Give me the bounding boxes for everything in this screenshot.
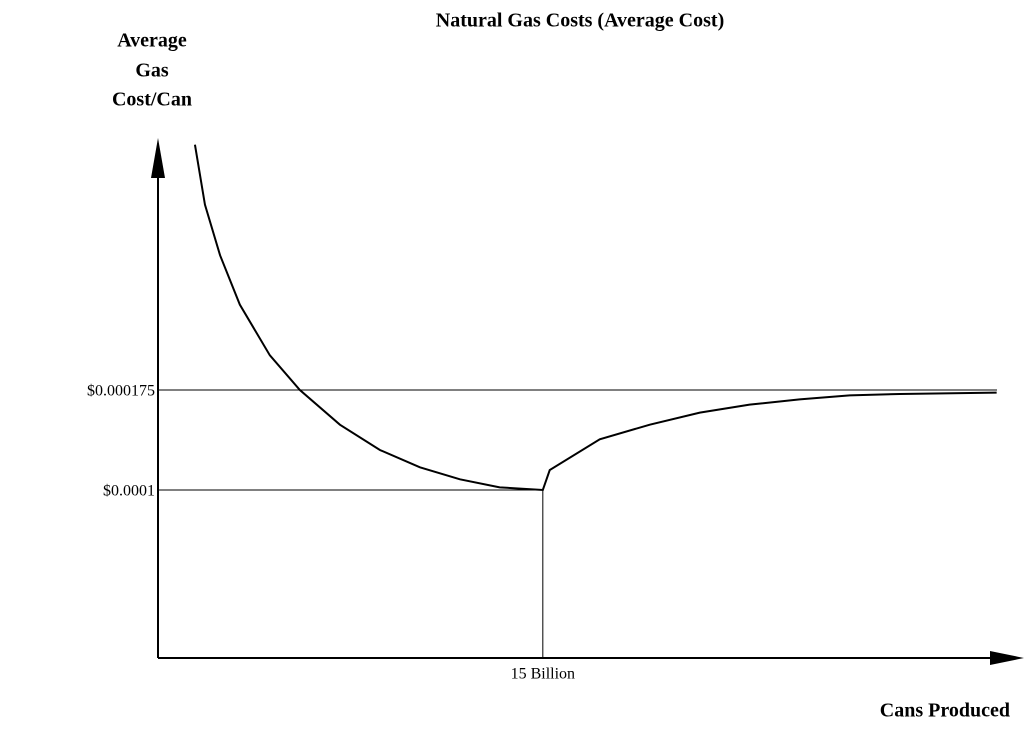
x-axis-label: Cans Produced [880, 700, 1010, 722]
x-tick-label: 15 Billion [511, 666, 575, 683]
y-axis-label: Cost/Can [112, 89, 192, 111]
y-axis-arrow [151, 138, 165, 178]
x-axis-arrow [990, 651, 1024, 665]
curve [193, 144, 997, 492]
chart-title: Natural Gas Costs (Average Cost) [436, 10, 724, 32]
y-axis-label: Gas [135, 60, 169, 82]
y-tick-label: $0.000175 [87, 383, 155, 400]
y-tick-label: $0.0001 [103, 483, 155, 500]
y-axis-label: Average [117, 30, 187, 52]
